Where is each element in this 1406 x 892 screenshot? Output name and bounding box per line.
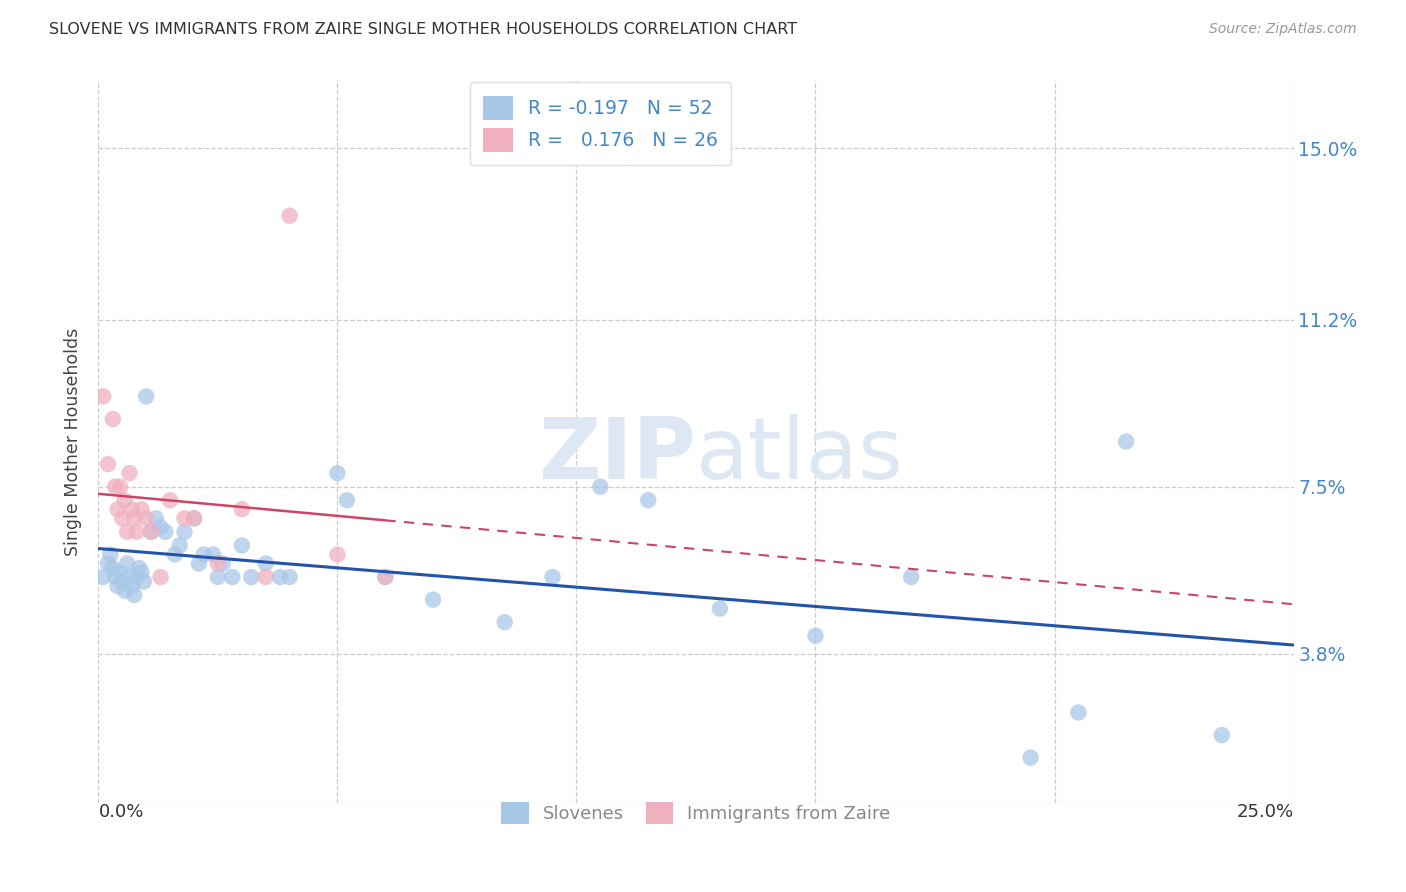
Point	[374, 570, 396, 584]
Text: ZIP: ZIP	[538, 415, 696, 498]
Point	[115, 524, 138, 539]
Point	[1211, 728, 1233, 742]
Point	[131, 502, 153, 516]
Point	[149, 520, 172, 534]
Point	[374, 570, 396, 584]
Point	[1019, 750, 1042, 764]
Point	[128, 561, 150, 575]
Point	[125, 570, 148, 584]
Point	[97, 557, 120, 571]
Point	[211, 557, 233, 571]
Point	[131, 566, 153, 580]
Point	[541, 570, 564, 584]
Point	[124, 588, 146, 602]
Point	[98, 548, 122, 562]
Point	[173, 511, 195, 525]
Point	[1067, 706, 1090, 720]
Point	[278, 570, 301, 584]
Point	[278, 209, 301, 223]
Point	[207, 570, 229, 584]
Point	[193, 548, 215, 562]
Point	[159, 493, 181, 508]
Point	[115, 557, 138, 571]
Point	[709, 601, 731, 615]
Y-axis label: Single Mother Households: Single Mother Households	[65, 327, 83, 556]
Point	[104, 480, 127, 494]
Point	[139, 524, 162, 539]
Point	[231, 502, 253, 516]
Point	[104, 570, 127, 584]
Point	[114, 493, 136, 508]
Point	[326, 466, 349, 480]
Point	[231, 538, 253, 552]
Point	[155, 524, 177, 539]
Point	[173, 524, 195, 539]
Point	[221, 570, 243, 584]
Text: atlas: atlas	[696, 415, 904, 498]
Point	[139, 524, 162, 539]
Point	[589, 480, 612, 494]
Point	[114, 583, 136, 598]
Point	[422, 592, 444, 607]
Point	[101, 412, 124, 426]
Point	[101, 561, 124, 575]
Point	[202, 548, 225, 562]
Point	[124, 511, 146, 525]
Point	[149, 570, 172, 584]
Point	[187, 557, 209, 571]
Point	[207, 557, 229, 571]
Text: Source: ZipAtlas.com: Source: ZipAtlas.com	[1209, 22, 1357, 37]
Point	[183, 511, 205, 525]
Point	[240, 570, 263, 584]
Point	[494, 615, 516, 630]
Point	[183, 511, 205, 525]
Point	[163, 548, 186, 562]
Point	[91, 570, 114, 584]
Text: 0.0%: 0.0%	[98, 803, 143, 821]
Point	[107, 502, 129, 516]
Point	[121, 579, 143, 593]
Point	[254, 557, 277, 571]
Point	[91, 389, 114, 403]
Point	[336, 493, 359, 508]
Point	[118, 570, 141, 584]
Point	[804, 629, 827, 643]
Point	[107, 579, 129, 593]
Point	[132, 574, 155, 589]
Text: 25.0%: 25.0%	[1236, 803, 1294, 821]
Point	[269, 570, 291, 584]
Point	[1115, 434, 1137, 449]
Point	[900, 570, 922, 584]
Point	[169, 538, 191, 552]
Point	[125, 524, 148, 539]
Point	[111, 574, 134, 589]
Point	[135, 389, 157, 403]
Point	[111, 511, 134, 525]
Point	[135, 511, 157, 525]
Point	[121, 502, 143, 516]
Point	[108, 480, 131, 494]
Point	[118, 466, 141, 480]
Point	[637, 493, 659, 508]
Point	[326, 548, 349, 562]
Point	[145, 511, 167, 525]
Point	[254, 570, 277, 584]
Text: SLOVENE VS IMMIGRANTS FROM ZAIRE SINGLE MOTHER HOUSEHOLDS CORRELATION CHART: SLOVENE VS IMMIGRANTS FROM ZAIRE SINGLE …	[49, 22, 797, 37]
Legend: Slovenes, Immigrants from Zaire: Slovenes, Immigrants from Zaire	[492, 793, 900, 833]
Point	[108, 566, 131, 580]
Point	[97, 457, 120, 471]
